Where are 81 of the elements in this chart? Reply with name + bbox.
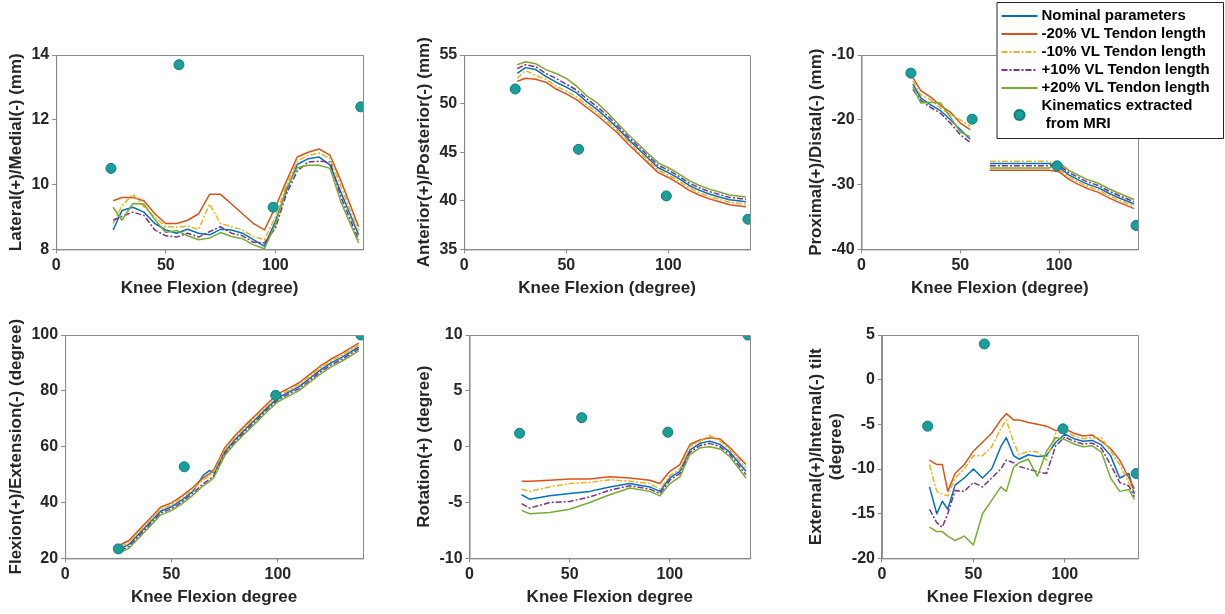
x-tick-label: 0 xyxy=(465,565,475,583)
point xyxy=(662,426,674,438)
x-tick-label: 100 xyxy=(261,256,289,274)
x-tick-label: 50 xyxy=(162,565,181,583)
y-tick-label: 45 xyxy=(439,142,458,160)
y-tick-label: -10 xyxy=(439,548,463,566)
point xyxy=(573,143,585,155)
y-axis-title: Proximal(+)/Distal(-) (mm) xyxy=(805,48,825,256)
y-tick-label: 0 xyxy=(866,370,876,388)
y-tick-label: 55 xyxy=(439,45,458,63)
y-tick-label: -15 xyxy=(851,504,876,522)
y-tick-label: -10 xyxy=(831,45,855,63)
legend-label: Nominal parameters xyxy=(1041,6,1186,24)
point xyxy=(514,427,526,439)
point xyxy=(576,412,588,424)
x-axis-title: Knee Flexion (degree) xyxy=(910,278,1089,298)
y-axis-title: External(+)/Internal(-) tilt (degree) xyxy=(805,347,846,546)
y-tick-label: -20 xyxy=(831,110,855,128)
point xyxy=(905,67,917,79)
legend-label: -20% VL Tendon length xyxy=(1041,24,1206,42)
x-tick-label: 50 xyxy=(951,256,970,274)
point xyxy=(178,461,190,473)
y-tick-label: 100 xyxy=(31,325,59,343)
y-tick-label: 50 xyxy=(439,94,458,112)
y-tick-label: 40 xyxy=(40,492,59,510)
line-series xyxy=(520,434,747,493)
point xyxy=(660,190,672,202)
x-axis-title: Knee Flexion degree xyxy=(926,587,1094,607)
x-tick-label: 0 xyxy=(877,565,887,583)
y-axis-title: Flexion(+)/Extension(-) (degree) xyxy=(5,318,25,575)
y-tick-label: 10 xyxy=(31,175,50,193)
x-tick-label: 100 xyxy=(654,256,682,274)
y-tick-label: 12 xyxy=(31,110,50,128)
y-tick-label: 5 xyxy=(453,381,463,399)
x-axis-title: Knee Flexion degree xyxy=(526,587,693,607)
x-axis-title: Knee Flexion (degree) xyxy=(518,278,696,298)
point xyxy=(1057,423,1069,435)
y-tick-label: 80 xyxy=(40,381,59,399)
y-tick-label: 14 xyxy=(31,45,50,63)
point xyxy=(966,113,978,125)
legend-label: Kinematics extracted from MRI xyxy=(1041,96,1193,132)
y-tick-label: -5 xyxy=(448,492,463,510)
point xyxy=(105,162,117,174)
y-tick-label: 0 xyxy=(453,437,463,455)
x-tick-label: 50 xyxy=(557,256,576,274)
x-tick-label: 100 xyxy=(1045,256,1073,274)
x-tick-label: 100 xyxy=(656,565,684,583)
x-tick-label: 100 xyxy=(264,565,292,583)
y-axis-title: Anterior(+)/Posterior(-) (mm) xyxy=(413,37,433,268)
y-axis-title: Lateral(+)/Medial(-) (mm) xyxy=(5,53,25,252)
point xyxy=(112,543,124,555)
y-tick-label: -20 xyxy=(851,548,876,566)
x-axis-title: Knee Flexion degree xyxy=(130,587,298,607)
legend-label: +20% VL Tendon length xyxy=(1041,78,1210,96)
point xyxy=(509,83,521,95)
x-tick-label: 50 xyxy=(964,565,983,583)
y-tick-label: -30 xyxy=(831,175,855,193)
point xyxy=(267,201,279,213)
y-tick-label: -40 xyxy=(831,239,855,257)
x-tick-label: 50 xyxy=(156,256,175,274)
y-tick-label: -5 xyxy=(860,414,876,432)
x-tick-label: 100 xyxy=(1051,565,1079,583)
y-tick-label: 5 xyxy=(866,325,876,343)
point xyxy=(922,420,934,432)
y-tick-label: 20 xyxy=(40,548,59,566)
legend-label: +10% VL Tendon length xyxy=(1041,60,1210,78)
point xyxy=(173,59,185,71)
point xyxy=(978,338,990,350)
y-tick-label: 35 xyxy=(439,239,458,257)
point xyxy=(270,389,282,401)
legend-label: -10% VL Tendon length xyxy=(1041,42,1206,60)
y-tick-label: 8 xyxy=(40,239,50,257)
y-tick-label: 60 xyxy=(40,437,59,455)
y-tick-label: 40 xyxy=(439,191,458,209)
point xyxy=(1051,160,1063,172)
y-tick-label: -10 xyxy=(851,459,876,477)
x-axis-title: Knee Flexion (degree) xyxy=(120,278,299,298)
y-axis-title: Rotation(+) (degree) xyxy=(413,365,433,528)
x-tick-label: 0 xyxy=(60,565,70,583)
x-tick-label: 50 xyxy=(560,565,579,583)
y-tick-label: 10 xyxy=(444,325,463,343)
